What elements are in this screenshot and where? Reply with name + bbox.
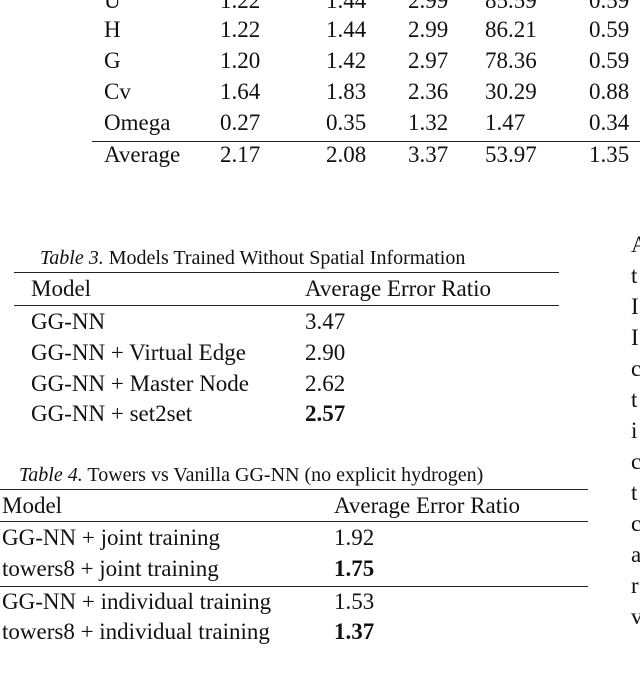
cell: 0.34: [589, 110, 630, 135]
text-fragment: t: [631, 263, 638, 288]
row-label: Omega: [104, 110, 171, 135]
cell: 2.99: [408, 17, 449, 42]
table-header: Model Average Error Ratio: [0, 273, 640, 304]
cell: 1.44: [326, 0, 367, 13]
table3-caption-text: Models Trained Without Spatial Informati…: [108, 247, 466, 269]
table-rule-group: [0, 586, 588, 587]
column-header-model: Model: [31, 276, 92, 301]
table-rule-top: [14, 272, 559, 273]
model-cell: GG-NN + set2set: [31, 401, 193, 426]
cell: 1.64: [220, 79, 261, 104]
model-cell: GG-NN + individual training: [2, 589, 272, 614]
cell: 1.20: [220, 48, 261, 73]
cell: 2.99: [408, 0, 449, 13]
cell: 1.42: [326, 48, 367, 73]
table-row: GG-NN + individual training 1.53: [0, 586, 640, 617]
cell: 1.47: [485, 110, 526, 135]
cell: 2.08: [326, 142, 367, 167]
model-cell: towers8 + individual training: [2, 619, 270, 644]
table4-caption-text: Towers vs Vanilla GG-NN (no explicit hyd…: [87, 464, 484, 486]
text-fragment: c: [631, 356, 640, 381]
table-row: GG-NN + set2set 2.57: [0, 398, 640, 429]
table4-caption: Table 4. Towers vs Vanilla GG-NN (no exp…: [19, 462, 483, 488]
ratio-cell: 1.53: [334, 589, 375, 614]
table-row: Omega 0.27 0.35 1.32 1.47 0.34: [0, 107, 640, 138]
cell: 0.88: [589, 79, 630, 104]
ratio-cell: 1.92: [334, 525, 375, 550]
row-label: H: [104, 17, 121, 42]
ratio-cell: 2.90: [305, 340, 346, 365]
cell: 86.21: [485, 17, 537, 42]
table-row: U 1.22 1.44 2.99 85.59 0.59: [0, 0, 640, 16]
text-fragment: t: [631, 387, 638, 412]
table3-caption-label: Table 3.: [40, 247, 104, 269]
cell: 78.36: [485, 48, 537, 73]
table3-caption: Table 3. Models Trained Without Spatial …: [40, 245, 465, 271]
model-cell: GG-NN + Virtual Edge: [31, 340, 246, 365]
text-fragment: i: [631, 418, 638, 443]
cell: 85.59: [485, 0, 537, 13]
text-fragment: a: [631, 542, 640, 567]
column-header-model: Model: [2, 493, 63, 518]
table4-caption-label: Table 4.: [19, 464, 83, 486]
cell: 1.83: [326, 79, 367, 104]
cell: 1.44: [326, 17, 367, 42]
cell: 0.27: [220, 110, 261, 135]
table-row-average: Average 2.17 2.08 3.37 53.97 1.35: [0, 139, 640, 170]
text-fragment: A: [631, 232, 640, 257]
ratio-cell-best: 1.37: [334, 619, 375, 644]
row-label: Average: [104, 142, 181, 167]
row-label: U: [104, 0, 121, 13]
table-row: GG-NN + joint training 1.92: [0, 522, 640, 553]
column-header-ratio: Average Error Ratio: [334, 493, 521, 518]
cell: 1.32: [408, 110, 449, 135]
cell: 53.97: [485, 142, 537, 167]
cell: 0.59: [589, 17, 630, 42]
text-fragment: t: [631, 480, 638, 505]
model-cell: GG-NN + Master Node: [31, 371, 250, 396]
cell: 2.17: [220, 142, 261, 167]
model-cell: GG-NN + joint training: [2, 525, 221, 550]
table-row: H 1.22 1.44 2.99 86.21 0.59: [0, 14, 640, 45]
cell: 0.59: [589, 48, 630, 73]
table-row: GG-NN + Virtual Edge 2.90: [0, 337, 640, 368]
cell: 1.22: [220, 0, 261, 13]
text-fragment: v: [631, 604, 640, 629]
ratio-cell-best: 2.57: [305, 401, 346, 426]
text-fragment: c: [631, 449, 640, 474]
cell: 2.97: [408, 48, 449, 73]
model-cell: GG-NN: [31, 309, 106, 334]
table-rule-top: [0, 489, 588, 490]
text-fragment: r: [631, 573, 639, 598]
table-row: Cv 1.64 1.83 2.36 30.29 0.88: [0, 76, 640, 107]
cell: 2.36: [408, 79, 449, 104]
table-rule: [92, 141, 640, 142]
table-row: GG-NN 3.47: [0, 306, 640, 337]
text-fragment: I: [631, 294, 639, 319]
text-fragment: c: [631, 511, 640, 536]
cell: 1.35: [589, 142, 630, 167]
ratio-cell: 3.47: [305, 309, 346, 334]
row-label: G: [104, 48, 121, 73]
row-label: Cv: [104, 79, 131, 104]
table-row: G 1.20 1.42 2.97 78.36 0.59: [0, 45, 640, 76]
table-rule-mid: [14, 305, 559, 306]
column-header-ratio: Average Error Ratio: [305, 276, 492, 301]
table-row: GG-NN + Master Node 2.62: [0, 368, 640, 399]
table-row: towers8 + joint training 1.75: [0, 553, 640, 584]
text-fragment: I: [631, 325, 639, 350]
cell: 0.35: [326, 110, 367, 135]
ratio-cell: 2.62: [305, 371, 346, 396]
model-cell: towers8 + joint training: [2, 556, 219, 581]
table-rule-mid: [0, 521, 588, 522]
table-row: towers8 + individual training 1.37: [0, 616, 640, 647]
ratio-cell-best: 1.75: [334, 556, 375, 581]
cell: 3.37: [408, 142, 449, 167]
cell: 30.29: [485, 79, 537, 104]
cell: 0.59: [589, 0, 630, 13]
table-header: Model Average Error Ratio: [0, 490, 640, 521]
cell: 1.22: [220, 17, 261, 42]
